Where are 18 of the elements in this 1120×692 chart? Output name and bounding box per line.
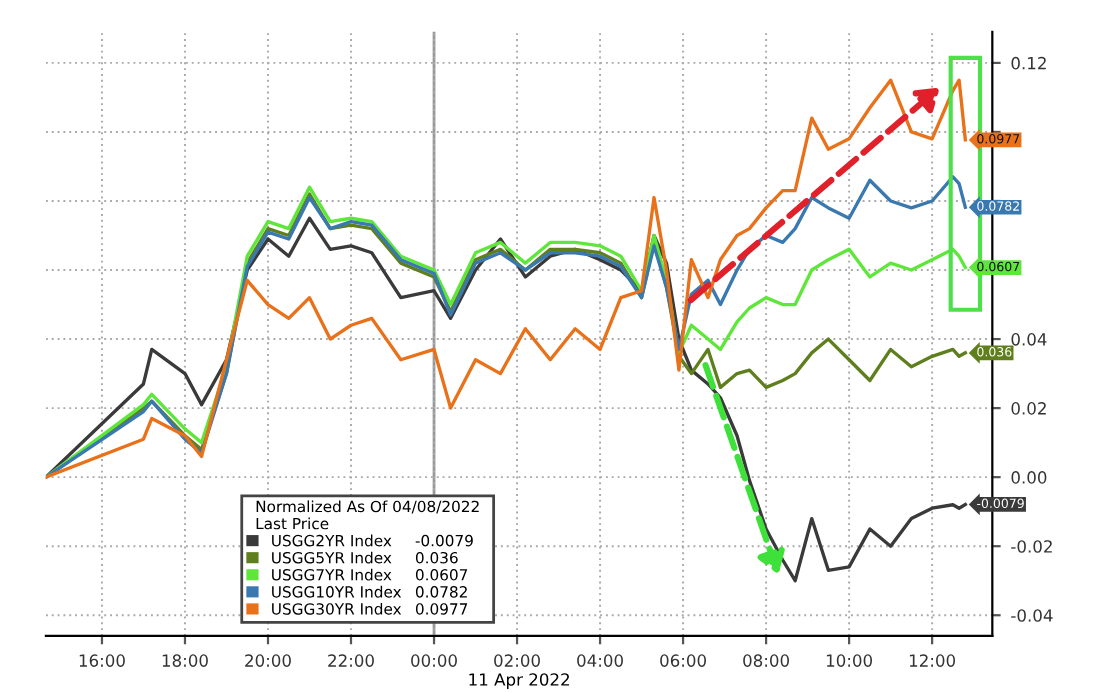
- x-axis-title: 11 Apr 2022: [469, 673, 569, 690]
- y-tick-label: 0.02: [1011, 402, 1046, 415]
- y-tick-label: 0.00: [1011, 471, 1047, 484]
- x-tick-label: 12:00: [909, 654, 956, 667]
- x-tick-label: 08:00: [743, 654, 790, 667]
- x-tick-label: 02:00: [494, 654, 540, 667]
- y-tick-label: -0.02: [1011, 540, 1052, 553]
- x-tick-label: 06:00: [660, 654, 706, 667]
- x-tick-label: 18:00: [162, 654, 208, 667]
- x-tick-label: 04:00: [577, 654, 623, 667]
- y-tick-label: 0.04: [1011, 333, 1047, 346]
- x-tick-label: 16:00: [79, 654, 125, 667]
- y-tick-label: 0.12: [1011, 56, 1046, 70]
- x-tick-label: 20:00: [245, 654, 291, 667]
- x-tick-label: 00:00: [411, 654, 457, 667]
- x-tick-label: 22:00: [328, 654, 374, 667]
- y-tick-label: -0.04: [1011, 609, 1053, 622]
- x-tick-label: 10:00: [826, 654, 873, 667]
